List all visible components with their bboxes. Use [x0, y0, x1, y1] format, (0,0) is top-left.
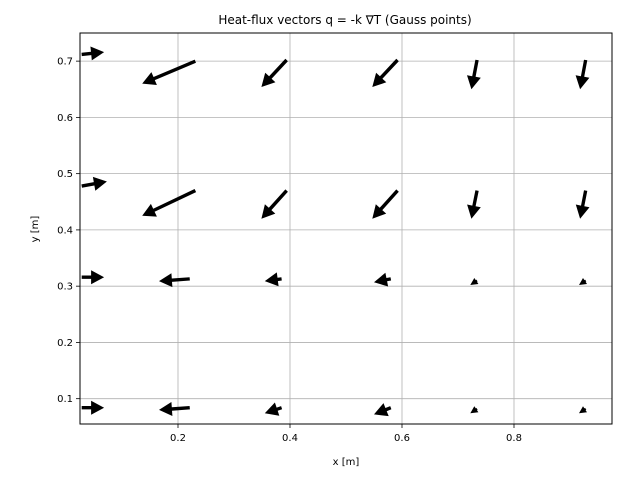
heat-flux-arrow — [579, 278, 587, 285]
heat-flux-arrow — [142, 59, 196, 85]
axis-ticks: 0.2 0.4 0.6 0.8 0.1 0.2 0.3 0.4 0.5 0.6 0.7 — [57, 57, 522, 444]
heat-flux-arrow — [159, 273, 190, 288]
heat-flux-arrow — [159, 402, 190, 416]
grid — [80, 33, 612, 424]
x-axis-label: x [m] — [333, 457, 360, 468]
heat-flux-arrow — [264, 272, 282, 287]
heat-flux-arrow — [467, 59, 481, 90]
heat-flux-arrow — [374, 272, 392, 287]
heat-flux-arrow — [81, 176, 107, 191]
heat-flux-arrow — [372, 58, 399, 87]
y-tick-label: 0.6 — [57, 113, 73, 124]
x-tick-label: 0.6 — [394, 433, 410, 444]
heat-flux-arrow — [81, 400, 105, 415]
heat-flux-arrow — [374, 403, 392, 417]
y-tick-label: 0.3 — [57, 282, 73, 293]
heat-flux-arrow — [575, 190, 590, 219]
y-tick-label: 0.5 — [57, 169, 73, 180]
y-tick-label: 0.2 — [57, 338, 73, 349]
y-tick-label: 0.1 — [57, 394, 73, 405]
heat-flux-arrow — [142, 189, 197, 217]
y-tick-label: 0.4 — [57, 225, 73, 236]
heat-flux-arrow — [261, 189, 288, 219]
heat-flux-arrow — [579, 406, 587, 414]
heat-flux-arrow — [372, 189, 399, 219]
chart-title: Heat-flux vectors q = -k ∇T (Gauss point… — [218, 13, 471, 27]
x-tick-label: 0.4 — [282, 433, 298, 444]
heat-flux-arrow — [575, 59, 590, 90]
heat-flux-arrow — [470, 406, 479, 414]
heat-flux-arrow — [264, 402, 283, 416]
heat-flux-arrow — [470, 278, 479, 285]
heat-flux-arrow — [81, 270, 105, 285]
heat-flux-arrow — [261, 58, 288, 87]
y-axis-label: y [m] — [30, 216, 41, 243]
x-tick-label: 0.8 — [506, 433, 522, 444]
vector-arrows — [81, 46, 590, 417]
x-tick-label: 0.2 — [170, 433, 186, 444]
heat-flux-arrow — [467, 190, 481, 219]
heat-flux-arrow — [81, 46, 105, 61]
y-tick-label: 0.7 — [57, 57, 73, 68]
plot-area-frame — [79, 32, 613, 425]
